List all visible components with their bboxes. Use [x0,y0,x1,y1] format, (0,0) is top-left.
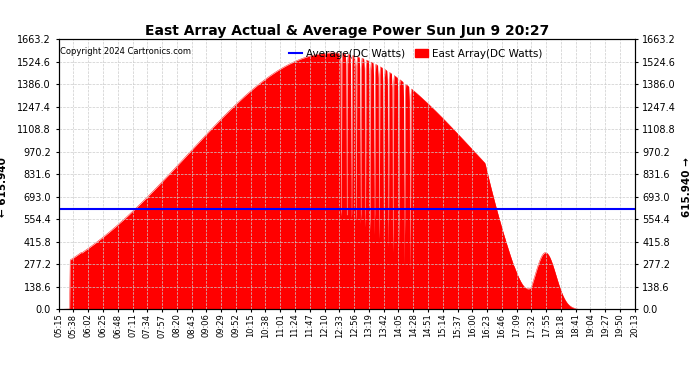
Title: East Array Actual & Average Power Sun Jun 9 20:27: East Array Actual & Average Power Sun Ju… [145,24,549,38]
Legend: Average(DC Watts), East Array(DC Watts): Average(DC Watts), East Array(DC Watts) [285,45,546,63]
Text: Copyright 2024 Cartronics.com: Copyright 2024 Cartronics.com [60,48,191,57]
Text: ← 615.940: ← 615.940 [0,158,8,218]
Text: 615.940 →: 615.940 → [682,158,690,218]
